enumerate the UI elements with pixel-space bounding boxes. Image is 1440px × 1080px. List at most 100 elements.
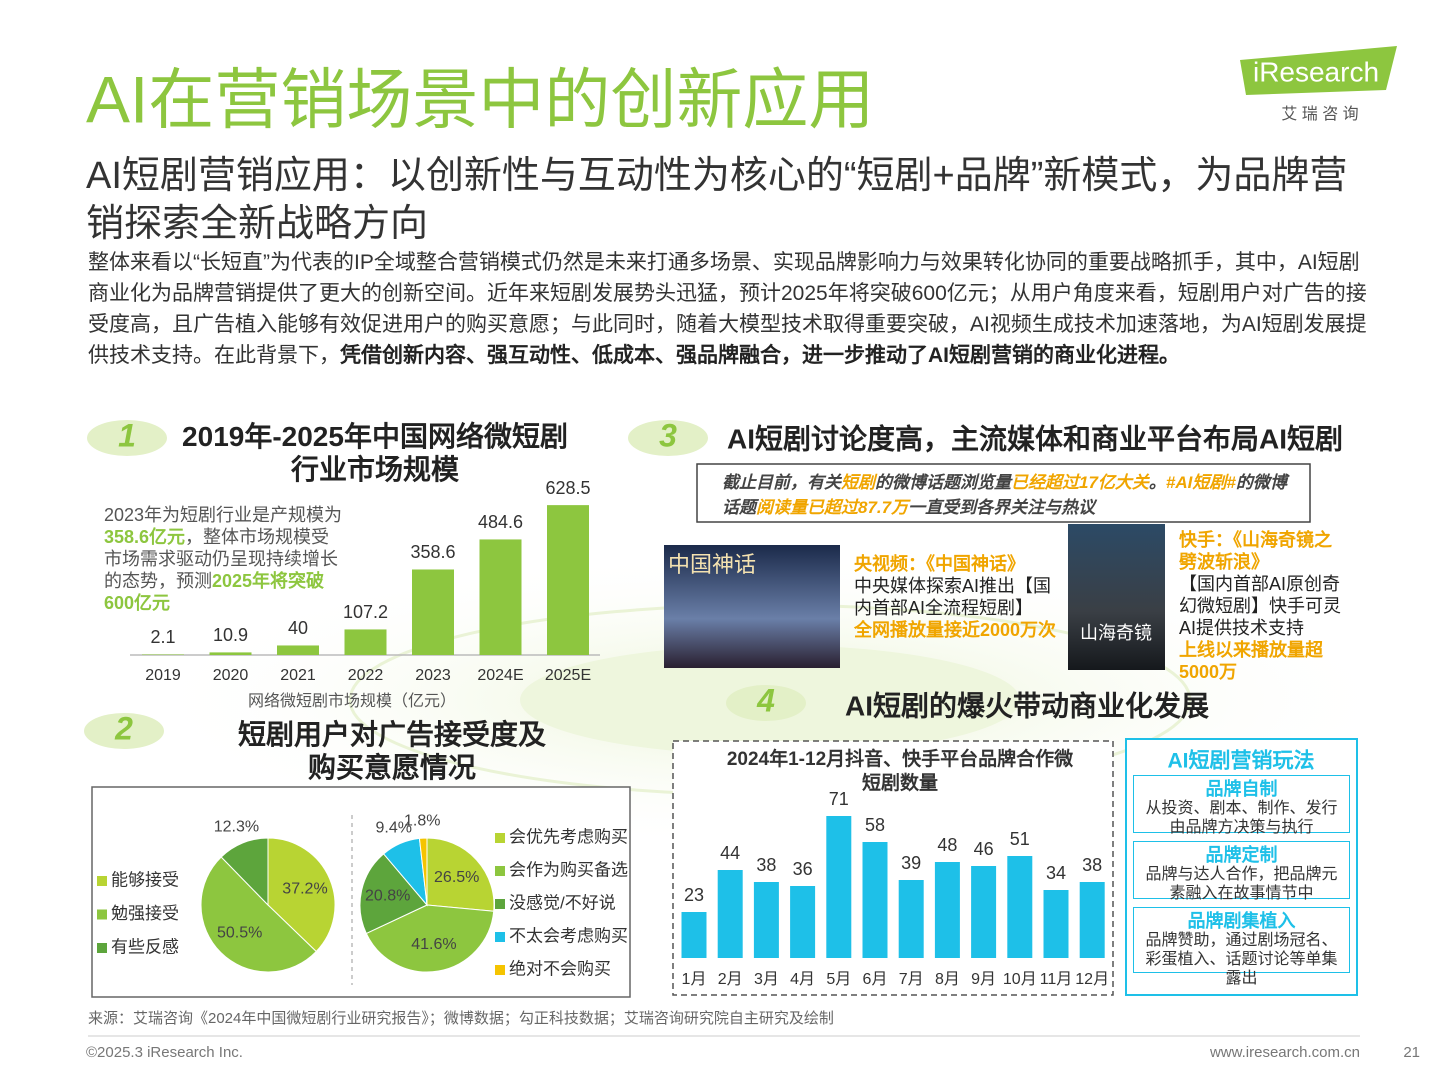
text-run: 整体来看以“长短直”为代表的IP全域整合营销模式仍然是未来打通多场景、实现品牌影… xyxy=(88,251,1367,367)
data-label: 38 xyxy=(1082,855,1102,875)
data-label: 50.5% xyxy=(217,925,262,942)
bar xyxy=(142,654,184,655)
chart-box xyxy=(672,740,1114,996)
section-number: 1 xyxy=(118,417,136,453)
bar xyxy=(898,880,924,958)
data-label: 10.9 xyxy=(213,625,248,645)
legend-label: 会优先考虑购买 xyxy=(509,827,628,846)
legend-label: 绝对不会购买 xyxy=(509,959,611,978)
bar xyxy=(547,505,589,655)
bar xyxy=(277,645,319,655)
data-label: 39 xyxy=(901,853,921,873)
section-badge xyxy=(726,685,806,721)
legend-label: 能够接受 xyxy=(111,870,179,889)
case: 快手：《山海奇镜之劈波斩浪》 【国内首部AI原创奇幻微短剧】快手可灵AI提供技术… xyxy=(1179,529,1349,683)
legend-swatch xyxy=(495,932,505,942)
pie-slice xyxy=(267,837,336,953)
data-label: 34 xyxy=(1046,863,1066,883)
highlight-text: 截止目前，有关短剧的微博话题浏览量已经超过17亿大关。#AI短剧#的微博话题阅读… xyxy=(722,470,1302,520)
legend-swatch xyxy=(97,876,107,886)
data-label: 51 xyxy=(1010,829,1030,849)
x-tick-label: 1月 xyxy=(682,971,707,988)
legend-swatch xyxy=(97,909,107,920)
bar xyxy=(1043,890,1069,958)
x-tick-label: 2月 xyxy=(718,971,743,988)
x-tick-label: 7月 xyxy=(899,971,924,988)
emphasis: 已经超过17亿大关 xyxy=(1011,473,1149,492)
bar xyxy=(209,652,252,655)
text-run: 截止目前，有关 xyxy=(722,473,841,492)
data-label: 58 xyxy=(865,815,885,835)
data-label: 37.2% xyxy=(282,880,327,897)
x-tick-label: 2021 xyxy=(280,667,316,684)
text-run: 的微博话题浏览量 xyxy=(875,473,1011,492)
side-item-title: 品牌定制 xyxy=(1205,845,1278,865)
data-label: 107.2 xyxy=(343,602,388,622)
bar xyxy=(826,816,852,958)
x-tick-label: 9月 xyxy=(971,971,996,988)
text-run: 。 xyxy=(1148,473,1166,492)
bar xyxy=(717,870,743,958)
data-label: 40 xyxy=(288,618,308,638)
bar xyxy=(790,886,816,958)
side-title: AI短剧营销玩法 xyxy=(1168,749,1315,773)
pie-slice xyxy=(220,837,269,907)
side-item: 品牌定制 品牌与达人合作，把品牌元素融入在故事情节中 xyxy=(1133,841,1350,902)
x-tick-label: 12月 xyxy=(1075,971,1109,988)
chart-title: 2024年1-12月抖音、快手平台品牌合作微短剧数量 xyxy=(726,749,1074,794)
x-tick-label: 10月 xyxy=(1003,971,1037,988)
data-label: 38 xyxy=(756,855,776,875)
x-tick-label: 2020 xyxy=(213,667,249,684)
page-number: 21 xyxy=(1403,1044,1420,1061)
legend-swatch xyxy=(495,899,505,909)
data-label: 1.8% xyxy=(404,813,440,830)
text-run: 一直受到各界关注与热议 xyxy=(908,498,1096,517)
text-run: 的微博话题 xyxy=(722,473,1287,517)
section-badge xyxy=(84,713,164,749)
legend-label: 有些反感 xyxy=(111,937,179,956)
data-label: 628.5 xyxy=(545,478,590,498)
x-tick-label: 3月 xyxy=(754,971,779,988)
side-item-text: 品牌与达人合作，把品牌元素融入在故事情节中 xyxy=(1145,866,1338,902)
bar xyxy=(753,882,779,958)
data-label: 44 xyxy=(720,843,740,863)
data-label: 2.1 xyxy=(150,627,175,647)
x-tick-label: 2019 xyxy=(145,667,181,684)
emphasis: 阅读量已超过87.7万 xyxy=(756,498,909,517)
emphasis: 凭借创新内容、强互动性、低成本、强品牌融合，进一步推动了AI短剧营销的商业化进程… xyxy=(340,344,1180,367)
bar xyxy=(412,569,454,655)
side-item: 品牌自制 从投资、剧本、制作、发行由品牌方决策与执行 xyxy=(1133,775,1350,836)
data-label: 36 xyxy=(793,859,813,879)
section-number: 2 xyxy=(114,710,133,746)
url: www.iresearch.com.cn xyxy=(1209,1044,1360,1061)
pie-slice xyxy=(418,837,428,906)
case-text: 中央媒体探索AI推出【国内首部AI全流程短剧】 xyxy=(854,576,1052,618)
data-label: 26.5% xyxy=(434,869,479,886)
note: 2023年为短剧行业是产规模为358.6亿元，整体市场规模受市场需求驱动仍呈现持… xyxy=(104,504,344,614)
data-label: 46 xyxy=(974,839,994,859)
case-label: 央视频：《中国神话》 xyxy=(854,554,1025,574)
section-badge xyxy=(87,420,167,456)
title: AI在营销场景中的创新应用 xyxy=(86,62,874,136)
subtitle: AI短剧营销应用：以创新性与互动性为核心的“短剧+品牌”新模式，为品牌营销探索全… xyxy=(86,155,1348,245)
data-label: 71 xyxy=(829,789,849,809)
section-number: 4 xyxy=(756,682,775,718)
emphasis: #AI短剧# xyxy=(1165,473,1236,492)
legend-label: 没感觉/不好说 xyxy=(509,893,616,912)
copyright: ©2025.3 iResearch Inc. xyxy=(86,1044,243,1061)
side-items: 品牌自制 从投资、剧本、制作、发行由品牌方决策与执行 品牌定制 品牌与达人合作，把品牌… xyxy=(1133,775,1350,987)
pie-slice xyxy=(200,856,317,973)
x-tick-label: 2023 xyxy=(415,667,451,684)
pie-slice xyxy=(359,853,428,935)
x-tick-label: 2025E xyxy=(545,667,591,684)
highlight-box xyxy=(696,463,1311,523)
x-tick-label: 6月 xyxy=(863,971,888,988)
pie-slice xyxy=(365,904,495,973)
case: 央视频：《中国神话》 中央媒体探索AI推出【国内首部AI全流程短剧】 全网播放量… xyxy=(854,553,1064,641)
data-label: 12.3% xyxy=(214,819,259,836)
x-axis-label: 网络微短剧市场规模（亿元） xyxy=(248,691,456,710)
x-tick-label: 2022 xyxy=(348,667,384,684)
x-tick-label: 4月 xyxy=(790,971,815,988)
section-title: AI短剧讨论度高，主流媒体和商业平台布局AI短剧 xyxy=(727,422,1343,454)
x-tick-label: 5月 xyxy=(826,971,851,988)
